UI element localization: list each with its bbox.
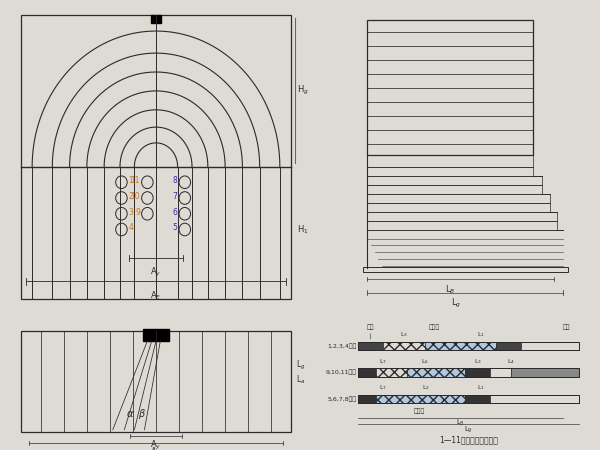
Text: H$_g$: H$_g$	[297, 84, 309, 98]
Text: L$_g$: L$_g$	[296, 359, 305, 372]
Text: 5,6,7,8号眼: 5,6,7,8号眼	[328, 396, 356, 402]
Text: L$_3$: L$_3$	[473, 357, 482, 366]
Bar	[358, 395, 376, 403]
Text: L$_2$: L$_2$	[422, 383, 430, 392]
Text: 水泡泥: 水泡泥	[414, 408, 425, 414]
Text: L$_6$: L$_6$	[421, 357, 430, 366]
Text: A$_y$: A$_y$	[151, 439, 161, 450]
Text: 2: 2	[128, 192, 133, 201]
Text: 5: 5	[173, 224, 178, 232]
Text: 7: 7	[173, 192, 178, 201]
Bar	[367, 20, 533, 155]
Text: A$_E$: A$_E$	[150, 446, 162, 450]
Bar	[20, 331, 292, 432]
Bar	[511, 369, 579, 377]
Bar	[521, 342, 579, 350]
Bar	[362, 266, 568, 272]
Bar	[376, 395, 466, 403]
Text: H$_1$: H$_1$	[297, 223, 308, 236]
Text: 8: 8	[173, 176, 178, 185]
Bar	[490, 395, 579, 403]
Text: L$_a$: L$_a$	[296, 374, 305, 386]
Text: 10: 10	[131, 192, 140, 201]
Text: 4: 4	[128, 224, 134, 232]
Text: 泡泥: 泡泥	[563, 324, 570, 330]
Text: 1,2,3,4号眼: 1,2,3,4号眼	[327, 343, 356, 349]
Bar	[496, 342, 521, 350]
Text: L$_1$: L$_1$	[477, 383, 485, 392]
Text: 1—11号炮眼装药结构图: 1—11号炮眼装药结构图	[439, 436, 498, 445]
Bar	[358, 342, 579, 350]
Bar	[425, 342, 496, 350]
Text: L$_7$: L$_7$	[379, 383, 386, 392]
Text: A$_y$: A$_y$	[151, 266, 161, 279]
Bar	[383, 342, 425, 350]
Text: L$_4$: L$_4$	[508, 357, 515, 366]
Text: 泡泥: 泡泥	[367, 324, 374, 330]
Text: 9,10,11号眼: 9,10,11号眼	[325, 370, 356, 375]
Text: 水泡泥: 水泡泥	[429, 324, 440, 330]
Text: $\alpha$: $\alpha$	[126, 409, 134, 419]
Text: L$_3$: L$_3$	[400, 330, 408, 339]
Bar	[407, 369, 466, 377]
Bar	[151, 15, 161, 23]
Text: A$_E$: A$_E$	[150, 289, 162, 302]
Text: L$_9$: L$_9$	[464, 425, 473, 435]
Bar	[143, 329, 169, 341]
Bar	[466, 395, 490, 403]
Bar	[358, 369, 579, 377]
Text: 1: 1	[128, 176, 133, 185]
Bar	[376, 369, 407, 377]
Text: L$_7$: L$_7$	[379, 357, 386, 366]
Text: 3: 3	[128, 208, 134, 217]
Text: 6: 6	[173, 208, 178, 217]
Bar	[358, 342, 383, 350]
Text: L$_8$: L$_8$	[457, 418, 465, 428]
Text: 9: 9	[135, 208, 140, 217]
Bar	[490, 369, 511, 377]
Bar	[466, 369, 490, 377]
Text: L$_g$: L$_g$	[451, 297, 461, 310]
Text: L$_1$: L$_1$	[477, 330, 485, 339]
Text: L$_B$: L$_B$	[445, 284, 455, 296]
Bar	[358, 395, 579, 403]
Text: $\beta$: $\beta$	[137, 407, 146, 421]
Bar	[358, 369, 376, 377]
Text: 11: 11	[131, 176, 140, 185]
